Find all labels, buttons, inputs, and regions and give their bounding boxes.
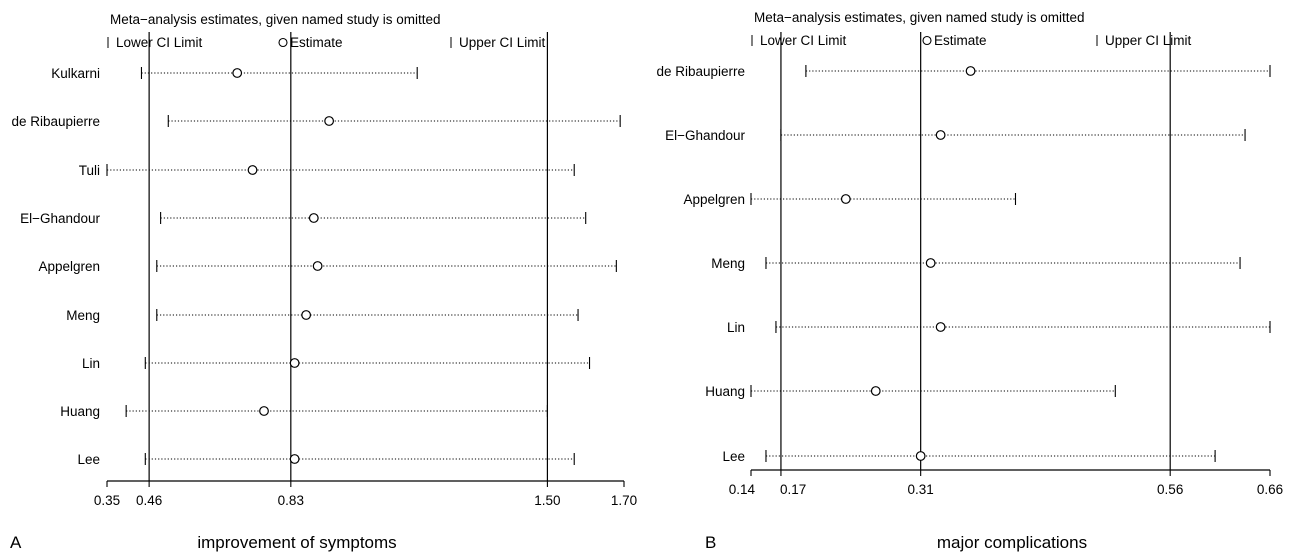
x-tick-label: 0.56 bbox=[1157, 482, 1183, 497]
study-label: Lin bbox=[727, 320, 745, 335]
estimate-point bbox=[247, 165, 258, 175]
legend-upper-label: Upper CI Limit bbox=[1105, 33, 1192, 48]
panel-letter: A bbox=[10, 533, 22, 552]
estimate-point bbox=[935, 322, 946, 332]
study-label: Meng bbox=[66, 308, 100, 323]
study-label: Meng bbox=[711, 256, 745, 271]
estimate-point bbox=[324, 116, 335, 126]
estimate-point bbox=[289, 358, 300, 368]
panel-header: Meta−analysis estimates, given named stu… bbox=[110, 12, 441, 27]
estimate-point bbox=[232, 68, 243, 78]
x-tick-label: 0.35 bbox=[94, 493, 120, 508]
panel-b: Meta−analysis estimates, given named stu… bbox=[656, 10, 1283, 552]
x-tick-label: 0.31 bbox=[908, 482, 934, 497]
legend-estimate-marker bbox=[922, 35, 932, 46]
estimate-point bbox=[312, 261, 323, 271]
x-tick-label: 0.17 bbox=[780, 482, 806, 497]
x-tick-label: 0.46 bbox=[136, 493, 162, 508]
x-tick-label: 1.70 bbox=[611, 493, 637, 508]
legend-lower-label: Lower CI Limit bbox=[116, 35, 203, 50]
estimate-point bbox=[965, 66, 976, 76]
legend-estimate-marker bbox=[278, 37, 288, 48]
x-tick-label: 0.66 bbox=[1257, 482, 1283, 497]
panel-a: Meta−analysis estimates, given named stu… bbox=[10, 12, 637, 552]
estimate-point bbox=[915, 451, 926, 461]
panel-subtitle: improvement of symptoms bbox=[197, 533, 396, 552]
study-label: Huang bbox=[60, 404, 100, 419]
study-label: Huang bbox=[705, 384, 745, 399]
study-label: Lin bbox=[82, 356, 100, 371]
estimate-point bbox=[840, 194, 851, 204]
x-tick-label: 0.83 bbox=[278, 493, 304, 508]
study-label: El−Ghandour bbox=[665, 128, 745, 143]
estimate-point bbox=[301, 310, 312, 320]
panel-subtitle: major complications bbox=[937, 533, 1087, 552]
legend-upper-label: Upper CI Limit bbox=[459, 35, 546, 50]
study-label: Appelgren bbox=[683, 192, 745, 207]
legend-lower-label: Lower CI Limit bbox=[760, 33, 847, 48]
study-label: de Ribaupierre bbox=[656, 64, 745, 79]
estimate-point bbox=[925, 258, 936, 268]
estimate-point bbox=[870, 386, 881, 396]
x-tick-label: 1.50 bbox=[534, 493, 560, 508]
estimate-point bbox=[935, 130, 946, 140]
study-label: Appelgren bbox=[38, 259, 100, 274]
panel-letter: B bbox=[705, 533, 716, 552]
study-label: Tuli bbox=[79, 163, 100, 178]
estimate-point bbox=[308, 213, 319, 223]
study-label: Lee bbox=[722, 449, 745, 464]
study-label: Lee bbox=[77, 452, 100, 467]
legend-estimate-label: Estimate bbox=[290, 35, 343, 50]
study-label: El−Ghandour bbox=[20, 211, 100, 226]
x-tick-label: 0.14 bbox=[729, 482, 756, 497]
panel-header: Meta−analysis estimates, given named stu… bbox=[754, 10, 1085, 25]
estimate-point bbox=[289, 454, 300, 464]
study-label: Kulkarni bbox=[51, 66, 100, 81]
legend-estimate-label: Estimate bbox=[934, 33, 987, 48]
study-label: de Ribaupierre bbox=[11, 114, 100, 129]
estimate-point bbox=[259, 406, 269, 416]
